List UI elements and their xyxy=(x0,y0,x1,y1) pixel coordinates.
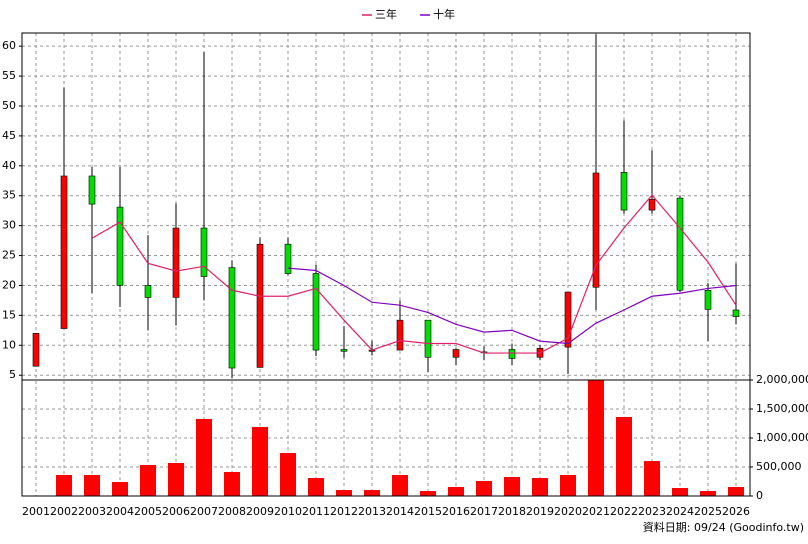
plot-frame xyxy=(21,32,751,497)
candle-body xyxy=(396,319,404,351)
volume-bar xyxy=(84,475,100,496)
y2-tick-label: 2,000,000 xyxy=(756,373,808,386)
x-tick-label: 2014 xyxy=(386,505,414,518)
volume-bar xyxy=(392,475,408,496)
x-tick-label: 2022 xyxy=(610,505,638,518)
y2-tick-label: 1,500,000 xyxy=(756,402,808,415)
candle-body xyxy=(620,172,628,211)
volume-bar xyxy=(588,380,604,496)
candle-body xyxy=(172,227,180,298)
x-tick-label: 2010 xyxy=(274,505,302,518)
volume-bar xyxy=(700,491,716,496)
volume-bar xyxy=(420,491,436,496)
x-tick-label: 2008 xyxy=(218,505,246,518)
x-tick-label: 2012 xyxy=(330,505,358,518)
volume-bar xyxy=(364,490,380,496)
y-tick-label: 35 xyxy=(2,189,16,202)
y-tick-label: 50 xyxy=(2,99,16,112)
candle-body xyxy=(592,172,600,288)
y-tick-label: 55 xyxy=(2,69,16,82)
x-tick-label: 2023 xyxy=(638,505,666,518)
candle-body xyxy=(256,243,264,368)
x-tick-label: 2011 xyxy=(302,505,330,518)
x-tick-label: 2013 xyxy=(358,505,386,518)
x-tick-label: 2021 xyxy=(582,505,610,518)
y2-tick-label: 1,000,000 xyxy=(756,431,808,444)
x-tick-label: 2004 xyxy=(106,505,134,518)
volume-bar xyxy=(476,480,492,496)
x-tick-label: 2015 xyxy=(414,505,442,518)
y-tick-label: 45 xyxy=(2,129,16,142)
y-tick-label: 5 xyxy=(9,368,16,381)
candle-body xyxy=(228,267,236,369)
y-tick-label: 25 xyxy=(2,249,16,262)
volume-bar xyxy=(280,453,296,496)
candle-body xyxy=(704,289,712,310)
x-tick-label: 2002 xyxy=(50,505,78,518)
candle-body xyxy=(32,333,40,367)
volume-bar xyxy=(168,462,184,496)
candle-body xyxy=(200,227,208,277)
volume-bar xyxy=(504,476,520,496)
candle-body xyxy=(508,349,516,359)
x-tick-label: 2018 xyxy=(498,505,526,518)
candle-body xyxy=(452,349,460,358)
candle-body xyxy=(676,197,684,291)
volume-bar xyxy=(224,471,240,496)
volume-bar xyxy=(644,461,660,496)
volume-bar xyxy=(112,482,128,496)
candle-body xyxy=(144,285,152,298)
candle-body xyxy=(564,291,572,348)
y2-tick-label: 0 xyxy=(756,489,763,502)
x-tick-label: 2006 xyxy=(162,505,190,518)
volume-bar xyxy=(448,487,464,496)
source-note: 資料日期: 09/24 (Goodinfo.tw) xyxy=(643,520,804,534)
x-tick-label: 2017 xyxy=(470,505,498,518)
y-tick-label: 40 xyxy=(2,159,16,172)
volume-bar xyxy=(532,478,548,496)
y2-tick-label: 500,000 xyxy=(756,460,802,473)
legend-label: 十年 xyxy=(433,7,455,21)
x-tick-label: 2001 xyxy=(22,505,50,518)
candle-body xyxy=(424,319,432,358)
ma-line xyxy=(91,194,737,354)
candle-body xyxy=(312,273,320,351)
candle-body xyxy=(340,349,348,352)
x-tick-label: 2007 xyxy=(190,505,218,518)
x-tick-label: 2009 xyxy=(246,505,274,518)
y-tick-label: 15 xyxy=(2,308,16,321)
volume-bar xyxy=(672,487,688,496)
volume-bar xyxy=(728,487,744,496)
x-tick-label: 2019 xyxy=(526,505,554,518)
candle-body xyxy=(648,199,656,211)
y-tick-label: 60 xyxy=(2,39,16,52)
volume-bar xyxy=(252,426,268,496)
volume-bar xyxy=(560,475,576,496)
y-tick-label: 10 xyxy=(2,338,16,351)
x-tick-label: 2005 xyxy=(134,505,162,518)
volume-bar xyxy=(308,478,324,496)
y-tick-label: 20 xyxy=(2,278,16,291)
candle-body xyxy=(60,175,68,329)
x-tick-label: 2016 xyxy=(442,505,470,518)
candle-body xyxy=(732,309,740,317)
ma-line xyxy=(287,267,737,345)
candle-body xyxy=(88,175,96,205)
volume-bar xyxy=(336,490,352,496)
volume-bar xyxy=(56,475,72,496)
volume-bar xyxy=(140,465,156,496)
volume-bar xyxy=(196,418,212,496)
legend-label: 三年 xyxy=(375,7,397,21)
volume-bar xyxy=(616,417,632,496)
candle-body xyxy=(284,243,292,274)
x-tick-label: 2020 xyxy=(554,505,582,518)
x-tick-label: 2024 xyxy=(666,505,694,518)
x-tick-label: 2026 xyxy=(722,505,750,518)
x-tick-label: 2025 xyxy=(694,505,722,518)
x-tick-label: 2003 xyxy=(78,505,106,518)
y-tick-label: 30 xyxy=(2,219,16,232)
candle-body xyxy=(116,206,124,286)
